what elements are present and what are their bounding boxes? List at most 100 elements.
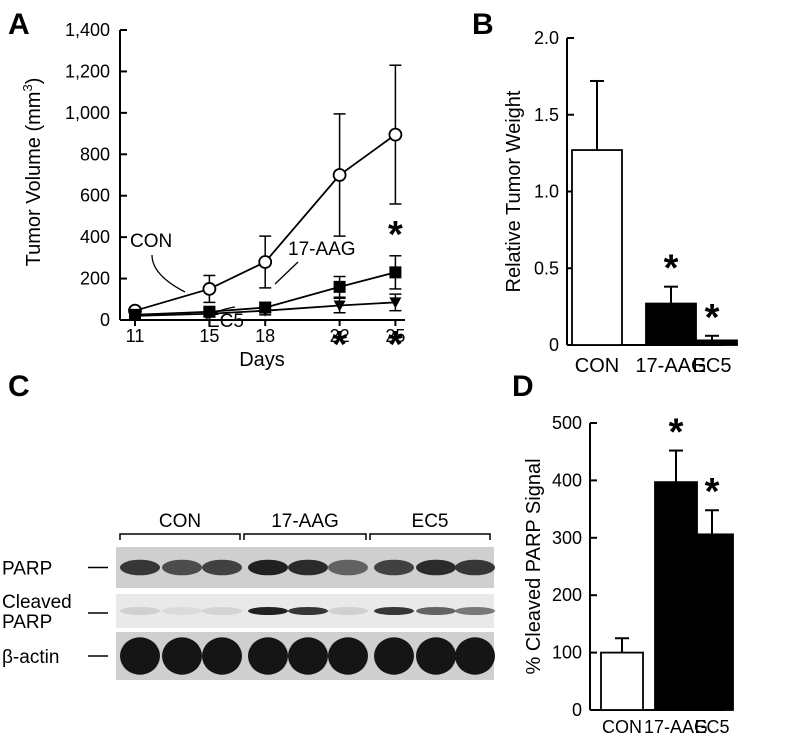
blot-band	[416, 607, 456, 615]
blot-band	[202, 559, 242, 576]
significance-asterisk: *	[332, 324, 347, 366]
leader-line-17aag	[274, 261, 299, 285]
bar-ec5	[686, 339, 738, 346]
significance-asterisk: *	[388, 214, 403, 256]
significance-asterisk: *	[705, 471, 720, 513]
panel-b-bar-chart: 0 0.5 1.0 1.5 2.0 Relative Tumor Weight CON 17-…	[503, 28, 738, 377]
x-tick-label: 22	[330, 326, 350, 346]
blot-band	[288, 607, 328, 615]
panel-a-line-chart: 0 200 400 600 800 1,000 1,200 1,400 11 15 18 22 25 Da…	[20, 20, 405, 371]
blot-band	[416, 637, 456, 675]
data-point-filled-triangle	[333, 300, 346, 312]
y-tick-label: 1,400	[65, 20, 110, 40]
blot-band	[416, 559, 456, 576]
blot-band	[328, 607, 368, 615]
blot-row-label: PARP	[2, 559, 52, 580]
bar-con	[600, 651, 644, 711]
blot-band	[120, 559, 160, 576]
data-point-filled-square	[389, 266, 402, 279]
blot-row-label: Cleaved	[2, 592, 72, 613]
y-tick-label: 2.0	[534, 28, 559, 48]
category-label: 17-AAG	[644, 717, 708, 737]
category-label: CON	[602, 717, 642, 737]
bar-con	[571, 149, 623, 346]
significance-asterisk: *	[664, 248, 679, 290]
leader-line-con	[151, 254, 186, 293]
panel-label-a: A	[8, 8, 30, 41]
y-tick-label: 0	[572, 700, 582, 720]
blot-band	[248, 607, 288, 615]
y-tick-label: 500	[552, 413, 582, 433]
blot-group-bracket	[369, 533, 491, 540]
panel-label-b: B	[472, 8, 494, 41]
blot-band	[202, 607, 242, 615]
panel-d-bar-chart: 0 100 200 300 400 500 % Cleaved PARP Signal CON…	[523, 412, 734, 737]
blot-row-label: β-actin	[2, 647, 59, 668]
data-point-open-circle	[258, 255, 273, 269]
y-tick-label: 1.5	[534, 105, 559, 125]
series-label-17aag: 17-AAG	[288, 239, 356, 260]
category-label: 17-AAG	[635, 355, 706, 377]
data-point-open-circle	[332, 168, 347, 182]
blot-band	[162, 637, 202, 675]
bar-ec5	[690, 533, 734, 711]
y-axis-label: % Cleaved PARP Signal	[523, 458, 545, 674]
x-tick-label: 15	[199, 326, 219, 346]
blot-group-label: 17-AAG	[271, 511, 339, 532]
significance-asterisk: *	[705, 297, 720, 339]
significance-asterisk: *	[388, 324, 403, 366]
blot-band	[162, 607, 202, 615]
x-axis-label: Days	[239, 349, 285, 371]
blot-band	[120, 607, 160, 615]
blot-band	[248, 559, 288, 576]
panel-label-d: D	[512, 370, 534, 403]
blot-band	[202, 637, 242, 675]
y-tick-label: 1.0	[534, 182, 559, 202]
blot-band	[374, 559, 414, 576]
data-point-open-circle	[388, 127, 403, 142]
y-tick-label: 300	[552, 528, 582, 548]
y-tick-label: 800	[80, 144, 110, 164]
data-point-filled-triangle	[203, 308, 216, 320]
data-point-open-circle	[202, 282, 217, 296]
category-label: CON	[575, 355, 619, 377]
y-tick-label: 1,000	[65, 103, 110, 123]
series-label-ec5: EC5	[207, 311, 244, 332]
x-tick-label: 25	[385, 326, 405, 346]
y-axis-label-close: )	[23, 78, 45, 85]
blot-band	[328, 559, 368, 576]
data-point-filled-triangle	[129, 310, 141, 322]
blot-band	[120, 637, 160, 675]
blot-band	[162, 559, 202, 576]
x-tick-label: 11	[126, 326, 145, 346]
y-tick-label: 400	[80, 227, 110, 247]
y-tick-label: 200	[80, 269, 110, 289]
bar-17-aag	[654, 481, 698, 711]
blot-group-bracket	[119, 533, 241, 540]
bar-17-aag	[645, 302, 697, 346]
y-axis-label: Tumor Volume (mm3)	[20, 78, 45, 267]
leader-line-ec5	[204, 306, 236, 321]
blot-group-label: EC5	[412, 511, 449, 532]
y-tick-label: 1,200	[65, 61, 110, 81]
blot-band	[374, 637, 414, 675]
y-tick-label: 0	[549, 335, 559, 355]
blot-row-label-line2: PARP	[2, 612, 52, 633]
data-point-filled-square	[333, 280, 346, 293]
blot-band	[455, 559, 495, 576]
category-label: EC5	[694, 717, 729, 737]
series-label-con: CON	[130, 231, 172, 252]
y-axis-label-text: Tumor Volume (mm	[23, 92, 45, 267]
blot-group-label: CON	[159, 511, 201, 532]
category-label: EC5	[693, 355, 732, 377]
significance-asterisk: *	[669, 412, 684, 454]
data-point-filled-triangle	[259, 305, 272, 317]
y-axis-label: Relative Tumor Weight	[503, 90, 525, 292]
y-tick-label: 600	[80, 186, 110, 206]
blot-band	[328, 637, 368, 675]
x-tick-label: 18	[255, 326, 275, 346]
y-axis-label-superscript: 3	[20, 84, 35, 91]
blot-band	[248, 637, 288, 675]
